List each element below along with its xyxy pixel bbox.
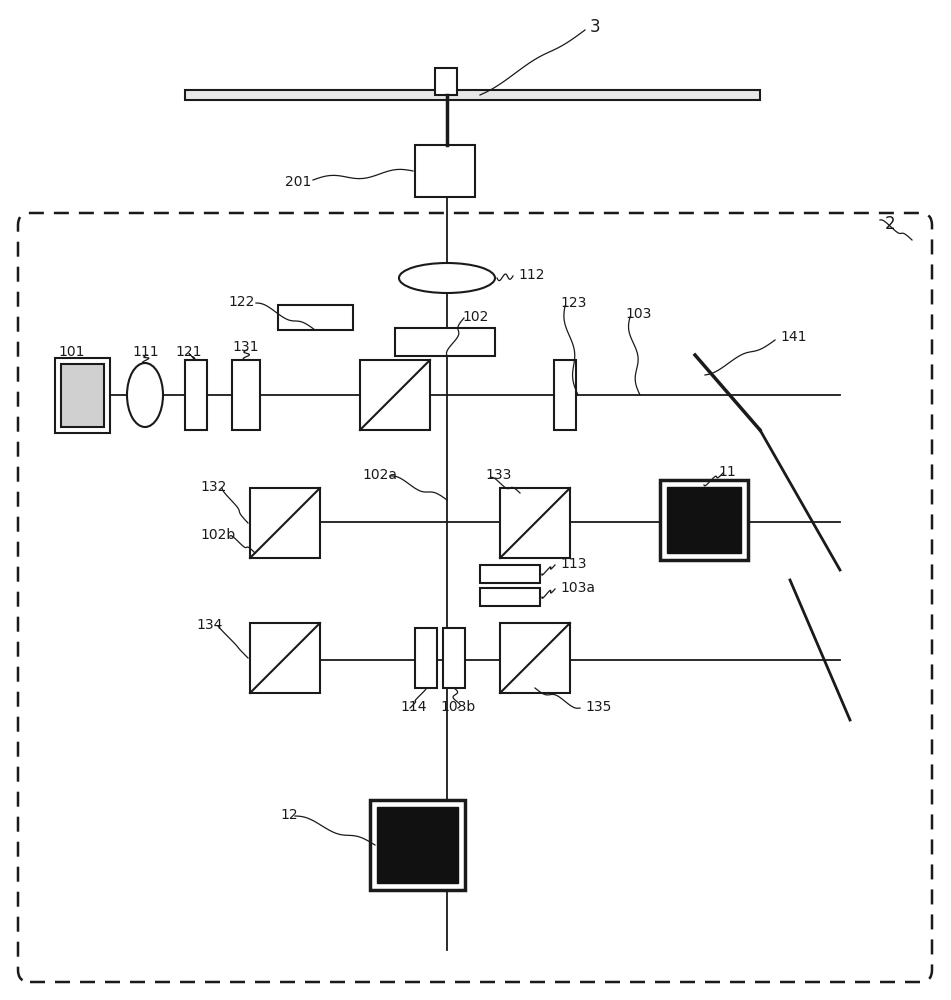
Bar xyxy=(435,68,457,95)
Text: 121: 121 xyxy=(175,345,202,359)
Bar xyxy=(480,565,540,583)
Bar xyxy=(250,623,320,693)
Text: 102: 102 xyxy=(462,310,489,324)
Bar xyxy=(660,480,748,560)
Bar xyxy=(443,628,465,688)
Text: 3: 3 xyxy=(590,18,601,36)
Bar xyxy=(480,588,540,606)
Text: 132: 132 xyxy=(200,480,226,494)
Ellipse shape xyxy=(127,363,163,427)
Text: 2: 2 xyxy=(885,215,896,233)
Bar xyxy=(278,305,353,330)
Text: 134: 134 xyxy=(196,618,223,632)
Bar xyxy=(61,364,104,427)
Bar xyxy=(395,328,495,356)
Bar xyxy=(360,360,430,430)
Bar xyxy=(370,800,465,890)
Bar xyxy=(554,360,576,430)
Text: 131: 131 xyxy=(232,340,259,354)
Text: 113: 113 xyxy=(560,557,587,571)
FancyBboxPatch shape xyxy=(18,213,932,982)
Ellipse shape xyxy=(399,263,495,293)
Bar xyxy=(185,90,760,100)
Bar xyxy=(415,628,437,688)
Text: 201: 201 xyxy=(285,175,311,189)
Bar xyxy=(500,488,570,558)
Text: 111: 111 xyxy=(132,345,159,359)
Text: 141: 141 xyxy=(780,330,806,344)
Text: 102a: 102a xyxy=(362,468,397,482)
Text: 101: 101 xyxy=(58,345,85,359)
Bar xyxy=(500,623,570,693)
Text: 12: 12 xyxy=(280,808,298,822)
Bar xyxy=(55,358,110,433)
Bar xyxy=(232,360,260,430)
Text: 103b: 103b xyxy=(440,700,476,714)
Text: 133: 133 xyxy=(485,468,512,482)
Text: 103a: 103a xyxy=(560,581,595,595)
Bar xyxy=(667,487,741,553)
Text: 123: 123 xyxy=(560,296,587,310)
Bar xyxy=(415,145,475,197)
Text: 114: 114 xyxy=(400,700,426,714)
Text: 112: 112 xyxy=(518,268,545,282)
Text: 102b: 102b xyxy=(200,528,235,542)
Bar xyxy=(185,360,207,430)
Text: 11: 11 xyxy=(718,465,736,479)
Text: 135: 135 xyxy=(585,700,611,714)
Text: 103: 103 xyxy=(625,307,651,321)
Bar xyxy=(377,807,458,883)
Text: 122: 122 xyxy=(228,295,254,309)
Bar xyxy=(250,488,320,558)
